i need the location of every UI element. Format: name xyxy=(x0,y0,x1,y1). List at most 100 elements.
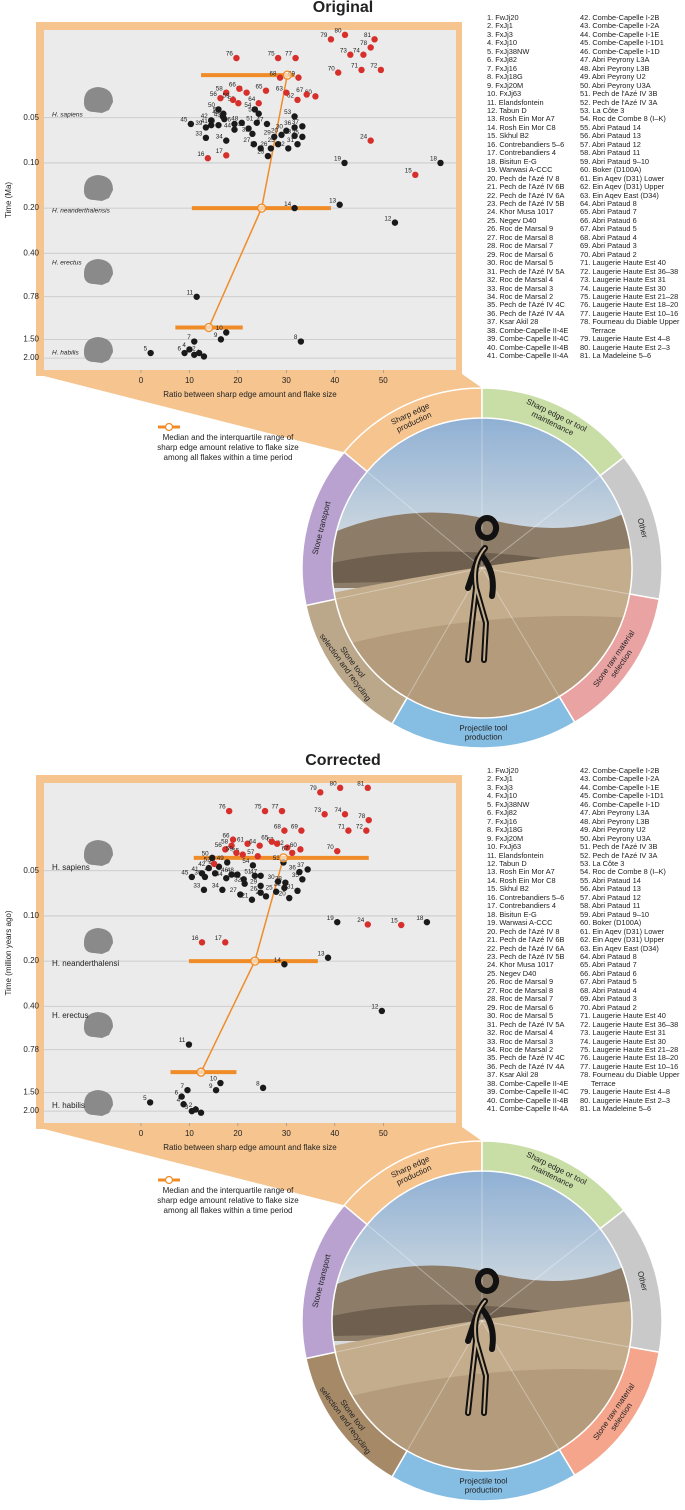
site-list-item: 32. Roc de Marsal 4 xyxy=(487,275,554,285)
site-point xyxy=(211,870,219,877)
site-point xyxy=(283,127,290,134)
point-label: 30 xyxy=(268,874,276,881)
site-list-item: 9. FxJj20M xyxy=(487,833,524,843)
point-label: 67 xyxy=(296,87,304,94)
point-label: 34 xyxy=(216,133,224,140)
site-point xyxy=(202,134,210,142)
skull-icon xyxy=(83,337,113,363)
point-label: 9 xyxy=(214,332,218,339)
site-list-item: 42. Combe-Capelle I-2B xyxy=(580,766,660,775)
y-tick-label: 0.20 xyxy=(23,956,39,965)
center-photo xyxy=(332,1171,632,1471)
site-list-column: 42. Combe-Capelle I-2B 43. Combe-Capelle … xyxy=(580,13,685,361)
site-point xyxy=(240,876,247,883)
sector-divider xyxy=(481,567,630,595)
site-point xyxy=(228,842,235,849)
site-list-item: 6. FxJj82 xyxy=(487,55,517,65)
point-label: 6 xyxy=(178,346,182,353)
site-list-item: 12. Tabun D xyxy=(487,105,527,115)
site-point xyxy=(437,159,444,167)
site-point xyxy=(365,816,372,824)
site-point xyxy=(223,152,230,159)
point-label: 67 xyxy=(282,846,290,853)
site-point xyxy=(367,44,374,51)
wheel-label: production xyxy=(465,1485,502,1494)
site-list-item: 4. FxJj10 xyxy=(487,791,517,801)
point-label: 58 xyxy=(221,838,229,845)
site-point xyxy=(294,140,301,148)
species-label: H. sapiens xyxy=(52,863,90,872)
point-label: 57 xyxy=(248,106,256,113)
point-label: 50 xyxy=(202,851,210,858)
site-list-item: 25. Negev D40 xyxy=(487,968,537,978)
site-list-item: 56. Abri Pataud 13 xyxy=(580,884,641,894)
site-list-item: 63. Ein Aqev East (D34) xyxy=(580,943,659,953)
legend-text: Median and the interquartile range of xyxy=(163,433,295,442)
site-list-item: 18. Bisitun E-G xyxy=(487,909,537,919)
site-point xyxy=(215,121,222,129)
x-tick-label: 20 xyxy=(233,1129,242,1138)
point-label: 12 xyxy=(384,215,392,222)
site-point xyxy=(274,54,282,62)
site-point xyxy=(244,840,251,847)
site-list-item: 33. Roc de Marsal 3 xyxy=(487,1036,554,1046)
site-point xyxy=(367,137,374,144)
point-label: 37 xyxy=(292,119,300,126)
wheel-segment xyxy=(301,1204,369,1360)
point-label: 71 xyxy=(351,63,359,70)
site-list-item: 20. Pech de l'Azé IV 8 xyxy=(487,173,560,183)
point-label: 22 xyxy=(278,141,286,148)
point-label: 39 xyxy=(194,870,202,877)
point-label: 29 xyxy=(250,878,258,885)
site-list-item: 58. Abri Pataud 11 xyxy=(580,901,641,911)
site-point xyxy=(215,863,223,870)
site-list-item: 21. Pech de l'Azé IV 6B xyxy=(487,935,565,945)
point-label: 27 xyxy=(243,137,251,144)
legend-text: sharp edge amount relative to flake size xyxy=(157,443,299,452)
site-point xyxy=(191,351,198,358)
point-label: 68 xyxy=(270,70,278,77)
site-list-item: 44. Combe-Capelle I-1E xyxy=(580,782,660,792)
point-label: 11 xyxy=(187,289,194,296)
site-list-item: 28. Roc de Marsal 7 xyxy=(487,241,554,251)
median-marker xyxy=(278,853,289,863)
site-point xyxy=(223,329,230,336)
site-list-item: 23. Pech de l'Azé IV 5B xyxy=(487,198,565,208)
site-point xyxy=(345,827,352,834)
x-tick-label: 50 xyxy=(379,1129,388,1138)
site-list-item: 81. La Madeleine 5–6 xyxy=(580,351,652,361)
point-label: 64 xyxy=(248,96,256,103)
site-point xyxy=(217,1079,224,1087)
site-point xyxy=(364,921,371,928)
site-list-item: 3. FxJj3 xyxy=(487,29,513,39)
site-list-item: 22. Pech de l'Azé IV 6A xyxy=(487,190,565,200)
site-point xyxy=(299,133,306,141)
site-list-column: 1. FwJj20 2. FxJj1 3. FxJj3 4. FxJj10 5. FxJ… xyxy=(487,766,569,1114)
y-tick-label: 0.05 xyxy=(23,866,39,875)
site-point xyxy=(204,155,212,162)
site-point xyxy=(299,876,306,883)
site-point xyxy=(282,879,289,886)
site-point xyxy=(237,891,244,898)
site-list-item: 39. Combe-Capelle II-4C xyxy=(487,1087,569,1097)
site-point xyxy=(219,886,226,894)
site-point xyxy=(223,137,230,144)
sector-divider xyxy=(481,1228,601,1322)
point-label: 26 xyxy=(260,141,268,148)
site-point xyxy=(363,827,370,834)
site-list-item: 16. Contrebandiers 5–6 xyxy=(487,139,565,149)
site-point xyxy=(278,131,285,139)
site-list-item: 76. Laugerie Haute Est 18–20 xyxy=(580,300,679,310)
point-label: 64 xyxy=(249,838,257,845)
point-label: 72 xyxy=(370,63,378,70)
site-list-item: 27. Roc de Marsal 8 xyxy=(487,232,554,242)
site-point xyxy=(233,849,240,857)
wheel-label: production xyxy=(465,732,502,741)
point-label: 53 xyxy=(273,855,281,862)
site-list-item: 28. Roc de Marsal 7 xyxy=(487,994,554,1004)
site-list-item: 48. Abri Peyrony L3B xyxy=(580,816,650,826)
site-list-item: 38. Combe-Capelle II-4E xyxy=(487,325,569,335)
site-list-item: 32. Roc de Marsal 4 xyxy=(487,1028,554,1038)
sector-divider xyxy=(335,567,483,600)
point-label: 76 xyxy=(219,804,227,811)
